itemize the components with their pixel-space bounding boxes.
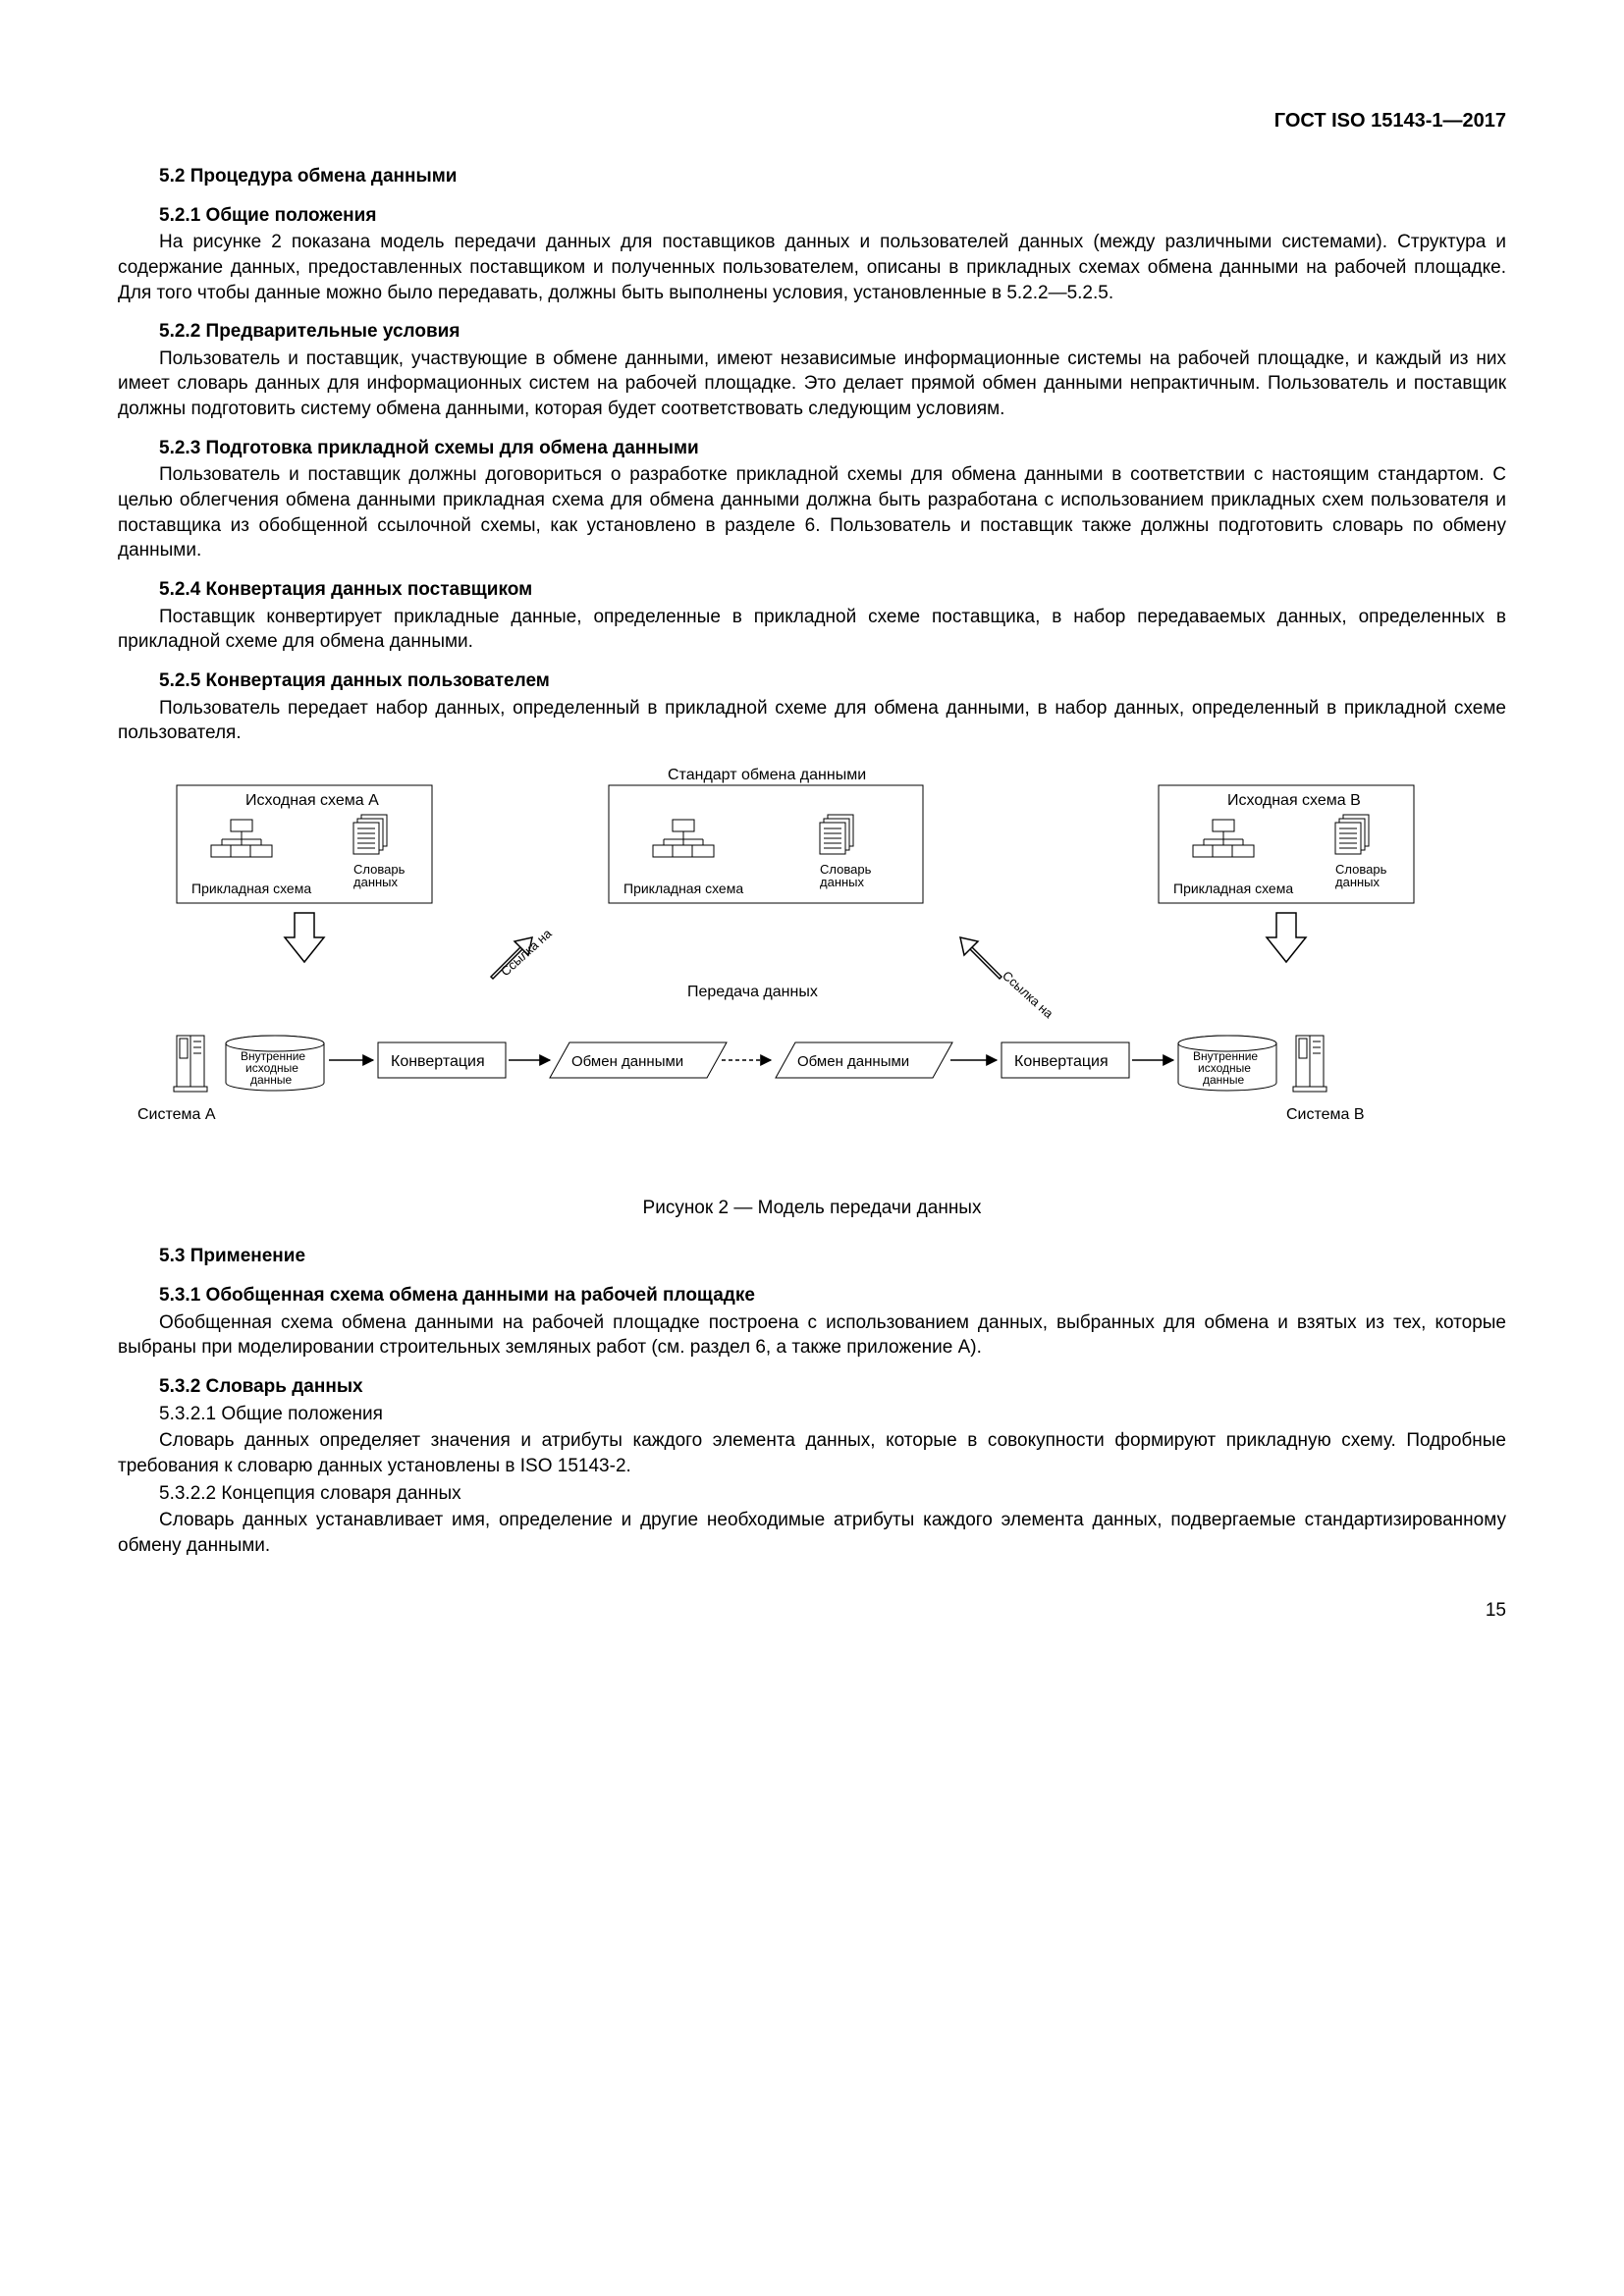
- label-app-schema: Прикладная схема: [1173, 881, 1293, 896]
- label-convert: Конвертация: [1014, 1053, 1109, 1070]
- label-app-schema: Прикладная схема: [623, 881, 743, 896]
- label-system-a: Система A: [137, 1106, 216, 1123]
- paragraph: Пользователь и поставщик, участвующие в …: [118, 347, 1506, 422]
- label-convert: Конвертация: [391, 1053, 485, 1070]
- heading-5-3: 5.3 Применение: [159, 1244, 1506, 1269]
- paragraph: Поставщик конвертирует прикладные данные…: [118, 605, 1506, 655]
- heading-5-3-2-1: 5.3.2.1 Общие положения: [159, 1402, 1506, 1427]
- label-exchange: Обмен данными: [571, 1053, 683, 1070]
- label-schema-b: Исходная схема B: [1227, 792, 1361, 809]
- paragraph: Обобщенная схема обмена данными на рабоч…: [118, 1310, 1506, 1361]
- paragraph: На рисунке 2 показана модель передачи да…: [118, 230, 1506, 305]
- label-dict: Словарьданных: [1335, 862, 1387, 889]
- heading-5-2: 5.2 Процедура обмена данными: [159, 164, 1506, 189]
- heading-5-3-2: 5.3.2 Словарь данных: [159, 1374, 1506, 1400]
- figure-2-caption: Рисунок 2 — Модель передачи данных: [118, 1196, 1506, 1221]
- paragraph: Пользователь и поставщик должны договори…: [118, 462, 1506, 563]
- label-schema-a: Исходная схема A: [245, 792, 379, 809]
- heading-5-2-1: 5.2.1 Общие положения: [159, 203, 1506, 229]
- paragraph: Пользователь передает набор данных, опре…: [118, 696, 1506, 746]
- label-app-schema: Прикладная схема: [191, 881, 311, 896]
- figure-2-diagram: Исходная схема A Прикладная схема Словар…: [118, 766, 1506, 1178]
- label-ref: Ссылка на: [1000, 968, 1056, 1022]
- label-transfer: Передача данных: [687, 984, 818, 1000]
- paragraph: Словарь данных определяет значения и атр…: [118, 1428, 1506, 1478]
- document-id: ГОСТ ISO 15143-1—2017: [118, 108, 1506, 134]
- heading-5-2-3: 5.2.3 Подготовка прикладной схемы для об…: [159, 436, 1506, 461]
- label-ref: Ссылка на: [498, 926, 555, 980]
- heading-5-2-2: 5.2.2 Предварительные условия: [159, 319, 1506, 345]
- label-system-b: Система B: [1286, 1106, 1365, 1123]
- heading-5-3-2-2: 5.3.2.2 Концепция словаря данных: [159, 1481, 1506, 1507]
- page-number: 15: [118, 1598, 1506, 1624]
- heading-5-2-5: 5.2.5 Конвертация данных пользователем: [159, 668, 1506, 694]
- label-dict: Словарьданных: [820, 862, 872, 889]
- heading-5-2-4: 5.2.4 Конвертация данных поставщиком: [159, 577, 1506, 603]
- label-standard: Стандарт обмена данными: [668, 767, 866, 783]
- heading-5-3-1: 5.3.1 Обобщенная схема обмена данными на…: [159, 1283, 1506, 1308]
- label-dict: Словарьданных: [353, 862, 406, 889]
- label-exchange: Обмен данными: [797, 1053, 909, 1070]
- paragraph: Словарь данных устанавливает имя, опреде…: [118, 1508, 1506, 1558]
